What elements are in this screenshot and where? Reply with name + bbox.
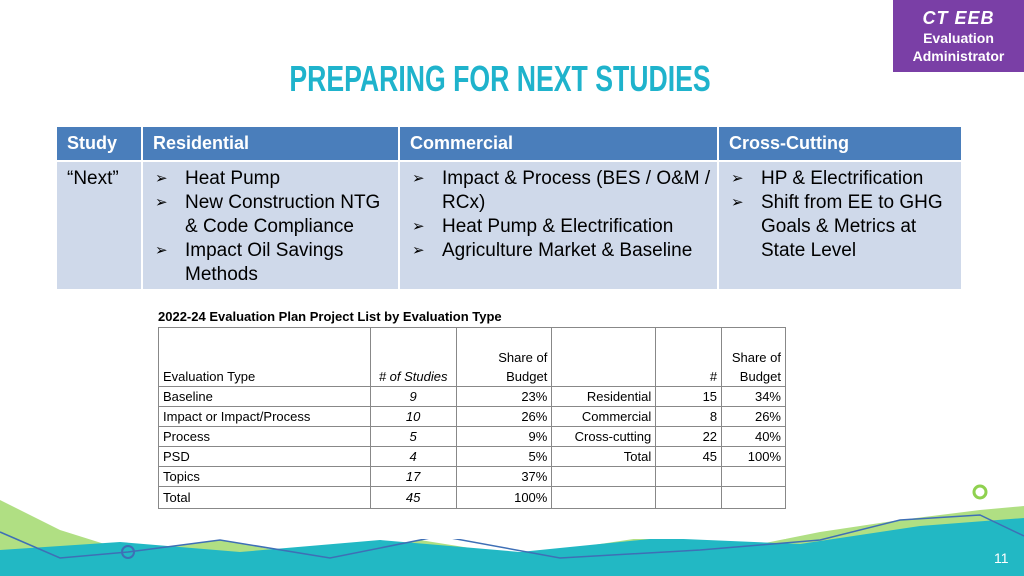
- table-cell: 100%: [721, 446, 786, 467]
- table-cell: 22: [655, 426, 723, 447]
- badge-line: Administrator: [912, 48, 1005, 64]
- body-cell: HP & ElectrificationShift from EE to GHG…: [719, 162, 961, 289]
- table-cell: 15: [655, 386, 723, 407]
- badge-line: CT EEB: [922, 8, 995, 28]
- table-cell: 34%: [721, 386, 786, 407]
- bullet-item: Heat Pump & Electrification: [412, 215, 717, 239]
- body-cell: Heat PumpNew Construction NTG & Code Com…: [143, 162, 398, 289]
- slide-title: PREPARING FOR NEXT STUDIES: [289, 58, 711, 99]
- header-cell: [551, 327, 657, 387]
- table-cell: 17: [369, 466, 457, 487]
- table-cell: [551, 486, 657, 509]
- table-row: Process 5 9% Cross-cutting 22 40%: [158, 426, 786, 447]
- table-cell: Cross-cutting: [551, 426, 657, 447]
- table-cell: 8: [655, 406, 723, 427]
- table-cell: PSD: [158, 446, 371, 467]
- table-cell: 10: [369, 406, 457, 427]
- table-cell: Commercial: [551, 406, 657, 427]
- table-cell: 5%: [455, 446, 553, 467]
- decoration: [0, 484, 1024, 576]
- table-cell: Total: [551, 446, 657, 467]
- table-row: PSD 4 5% Total 45 100%: [158, 446, 786, 467]
- table-cell: Baseline: [158, 386, 371, 407]
- table-row: Baseline 9 23% Residential 15 34%: [158, 386, 786, 407]
- body-cell: Impact & Process (BES / O&M / RCx)Heat P…: [400, 162, 717, 289]
- body-cell: “Next”: [57, 162, 141, 289]
- header-cell: Residential: [143, 127, 398, 160]
- page-number: 11: [994, 550, 1009, 566]
- table-cell: 23%: [455, 386, 553, 407]
- table-cell: Process: [158, 426, 371, 447]
- table-cell: [655, 466, 723, 487]
- table-cell: 100%: [455, 486, 553, 509]
- table-cell: 37%: [455, 466, 553, 487]
- table-cell: 26%: [721, 406, 786, 427]
- header-cell: Commercial: [400, 127, 717, 160]
- table-cell: [655, 486, 723, 509]
- header-cell: Evaluation Type: [158, 327, 371, 387]
- table-cell: 4: [369, 446, 457, 467]
- plan-table: Evaluation Type # of Studies Share of Bu…: [158, 327, 786, 509]
- bullet-item: Heat Pump: [155, 167, 398, 191]
- table-cell: Impact or Impact/Process: [158, 406, 371, 427]
- bullet-item: New Construction NTG & Code Compliance: [155, 191, 398, 239]
- bullet-item: Impact & Process (BES / O&M / RCx): [412, 167, 717, 215]
- table-cell: [551, 466, 657, 487]
- table-cell: 26%: [455, 406, 553, 427]
- header-cell: Share of Budget: [721, 327, 786, 387]
- badge: CT EEB Evaluation Administrator: [893, 0, 1024, 72]
- caption: 2022-24 Evaluation Plan Project List by …: [158, 309, 502, 324]
- table-cell: [721, 486, 786, 509]
- table-row: Topics 17 37%: [158, 466, 786, 487]
- table-cell: Topics: [158, 466, 371, 487]
- table-cell: 9: [369, 386, 457, 407]
- header-cell: Cross-Cutting: [719, 127, 961, 160]
- table-row: Impact or Impact/Process 10 26% Commercial 8…: [158, 406, 786, 427]
- bullet-item: Shift from EE to GHG Goals & Metrics at …: [731, 191, 961, 263]
- table-row: Total 45 100%: [158, 486, 786, 509]
- badge-line: Evaluation: [923, 30, 994, 46]
- header-cell: #: [655, 327, 723, 387]
- table-row: Evaluation Type # of Studies Share of Bu…: [158, 327, 786, 387]
- table-cell: Residential: [551, 386, 657, 407]
- header-cell: # of Studies: [369, 327, 457, 387]
- table-cell: 9%: [455, 426, 553, 447]
- plan-table-box: 2022-24 Evaluation Plan Project List by …: [158, 307, 786, 539]
- table-cell: [721, 466, 786, 487]
- bullet-item: Agriculture Market & Baseline: [412, 239, 717, 263]
- header-cell: Study: [57, 127, 141, 160]
- table-cell: 45: [655, 446, 723, 467]
- header-cell: Share of Budget: [455, 327, 553, 387]
- table-cell: 40%: [721, 426, 786, 447]
- table-cell: 45: [369, 486, 457, 509]
- table-cell: Total: [158, 486, 371, 509]
- bullet-item: HP & Electrification: [731, 167, 961, 191]
- table-cell: 5: [369, 426, 457, 447]
- bullet-item: Impact Oil Savings Methods: [155, 239, 398, 287]
